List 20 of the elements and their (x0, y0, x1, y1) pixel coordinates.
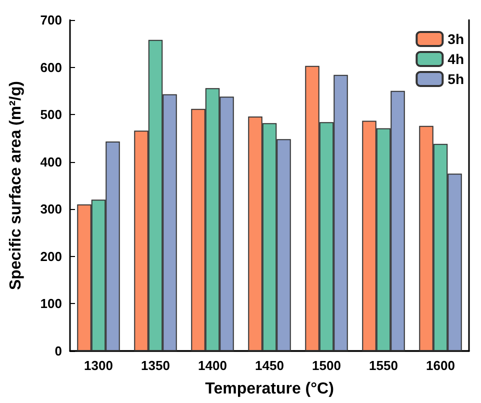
x-tick-label: 1450 (255, 358, 284, 373)
y-tick-label: 700 (40, 12, 62, 28)
y-tick-label: 400 (40, 154, 62, 170)
y-tick-label: 100 (40, 296, 62, 312)
x-tick-label: 1550 (369, 358, 398, 373)
x-tick-label: 1350 (141, 358, 170, 373)
x-axis-title: Temperature (°C) (205, 380, 334, 398)
y-tick-label: 300 (40, 202, 62, 217)
x-tick-label: 1600 (426, 358, 455, 373)
y-axis-title: Specific surface area (m²/g) (8, 81, 24, 290)
y-tick-label: 0 (54, 344, 62, 358)
y-tick-label: 200 (40, 248, 62, 264)
x-tick-label: 1300 (84, 358, 113, 373)
y-tick-label: 500 (40, 107, 62, 122)
y-tick-label: 600 (40, 60, 62, 75)
x-tick-label: 1500 (312, 358, 341, 373)
legend-label: 3h (448, 31, 464, 47)
legend-label: 5h (448, 71, 464, 87)
legend-label: 4h (448, 51, 464, 67)
x-tick-label: 1400 (198, 358, 227, 373)
